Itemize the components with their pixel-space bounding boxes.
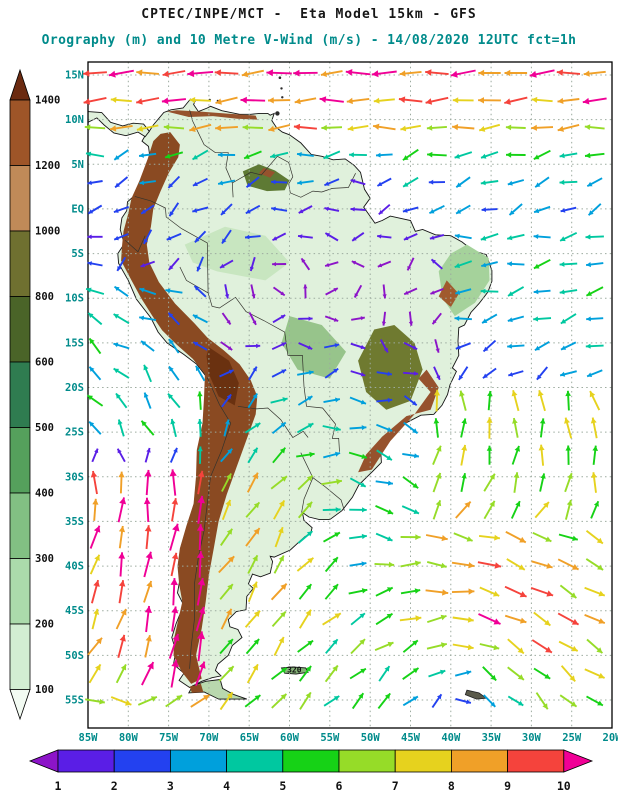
- lon-tick-label: 60W: [280, 732, 300, 744]
- wind-level-label: 9: [504, 779, 511, 793]
- lon-tick-label: 65W: [240, 732, 260, 744]
- lon-tick-label: 75W: [159, 732, 179, 744]
- oro-level-label: 800: [35, 291, 54, 303]
- lat-tick-label: 10N: [65, 114, 84, 126]
- wind-level-label: 8: [448, 779, 455, 793]
- wind-arrow-left: [28, 749, 59, 773]
- lon-tick-label: 20W: [603, 732, 618, 744]
- lat-tick-label: 30S: [65, 471, 84, 483]
- oro-level-label: 500: [35, 422, 54, 434]
- terrain-patch: [438, 280, 459, 308]
- lat-tick-label: 35S: [65, 516, 84, 528]
- lon-axis-labels: 85W 80W 75W 70W 65W 60W 55W 50W 45W 40W 35W 30W 25W 2…: [79, 732, 618, 744]
- wind-level-label: 2: [111, 779, 118, 793]
- terrain-patch: [358, 369, 439, 473]
- lat-tick-label: 45S: [65, 605, 84, 617]
- field-subtitle: Orography (m) and 10 Metre V-Wind (m/s) …: [41, 33, 577, 48]
- central-america-outline: [87, 111, 150, 138]
- south-georgia-island: [464, 689, 488, 700]
- wind-vector-field: [83, 69, 607, 711]
- altiplano: [206, 347, 239, 406]
- terrain-patch: [358, 325, 423, 410]
- terrain-shading: [121, 110, 490, 693]
- oro-arrow-top: [9, 68, 31, 101]
- wind-level-label: 7: [392, 779, 399, 793]
- lon-tick-label: 55W: [320, 732, 340, 744]
- lat-tick-label: 25S: [65, 427, 84, 439]
- lat-tick-label: EQ: [71, 203, 84, 215]
- wind-level-label: 10: [557, 779, 571, 793]
- contour-label-320: 320: [287, 665, 302, 674]
- model-title: CPTEC/INPE/MCT - Eta Model 15km - GFS: [141, 7, 477, 22]
- lat-tick-label: 55S: [65, 695, 84, 707]
- lat-tick-label: 50S: [65, 650, 84, 662]
- small-island: [275, 111, 280, 116]
- lon-tick-label: 80W: [119, 732, 139, 744]
- oro-level-label: 1000: [35, 226, 60, 238]
- lat-tick-label: 5S: [71, 248, 84, 260]
- small-island: [278, 76, 282, 79]
- oro-level-label: 100: [35, 684, 54, 696]
- wind-arrow-right: [563, 749, 594, 773]
- terrain-patch: [258, 167, 275, 178]
- lat-tick-label: 20S: [65, 382, 84, 394]
- wind-level-label: 6: [336, 779, 343, 793]
- falkland-islands: [280, 666, 309, 675]
- oro-level-label: 1200: [35, 160, 60, 172]
- lat-axis-labels: 15N 10N 5N EQ 5S 10S 15S 20S 25S 30S 35S 40S 45S 50S 5…: [65, 70, 84, 707]
- wind-level-label: 3: [167, 779, 174, 793]
- wind-level-label: 5: [279, 779, 286, 793]
- oro-level-label: 200: [35, 619, 54, 631]
- small-island: [280, 87, 283, 90]
- wind-level-label: 1: [55, 779, 62, 793]
- lon-tick-label: 70W: [199, 732, 219, 744]
- lon-tick-label: 30W: [522, 732, 542, 744]
- lon-tick-label: 25W: [562, 732, 582, 744]
- tdf-mountains: [189, 683, 204, 693]
- lat-tick-label: 10S: [65, 293, 84, 305]
- lat-tick-label: 15S: [65, 337, 84, 349]
- oro-arrow-bottom: [9, 689, 31, 721]
- terrain-patch: [167, 110, 258, 120]
- lat-tick-label: 15N: [65, 70, 84, 82]
- lat-tick-label: 5N: [71, 159, 84, 171]
- oro-level-label: 400: [35, 488, 54, 500]
- andes-mountains: [121, 132, 258, 684]
- lon-tick-label: 35W: [482, 732, 502, 744]
- lon-tick-label: 50W: [361, 732, 381, 744]
- lat-tick-label: 40S: [65, 561, 84, 573]
- wind-level-label: 4: [223, 779, 230, 793]
- lon-tick-label: 85W: [79, 732, 99, 744]
- lon-tick-label: 45W: [401, 732, 421, 744]
- lon-tick-label: 40W: [441, 732, 461, 744]
- oro-level-label: 600: [35, 357, 54, 369]
- terrain-patch: [242, 164, 290, 192]
- oro-level-label: 300: [35, 553, 54, 565]
- small-island: [281, 96, 284, 99]
- wind-speed-colorbar: 1 2 3 4 5 6 7 8 9 10: [28, 749, 594, 793]
- orography-colorbar: 1400 1200 1000 800 600 500 400 300 200 100: [9, 68, 60, 721]
- terrain-patch: [184, 226, 290, 281]
- oro-level-label: 1400: [35, 95, 60, 107]
